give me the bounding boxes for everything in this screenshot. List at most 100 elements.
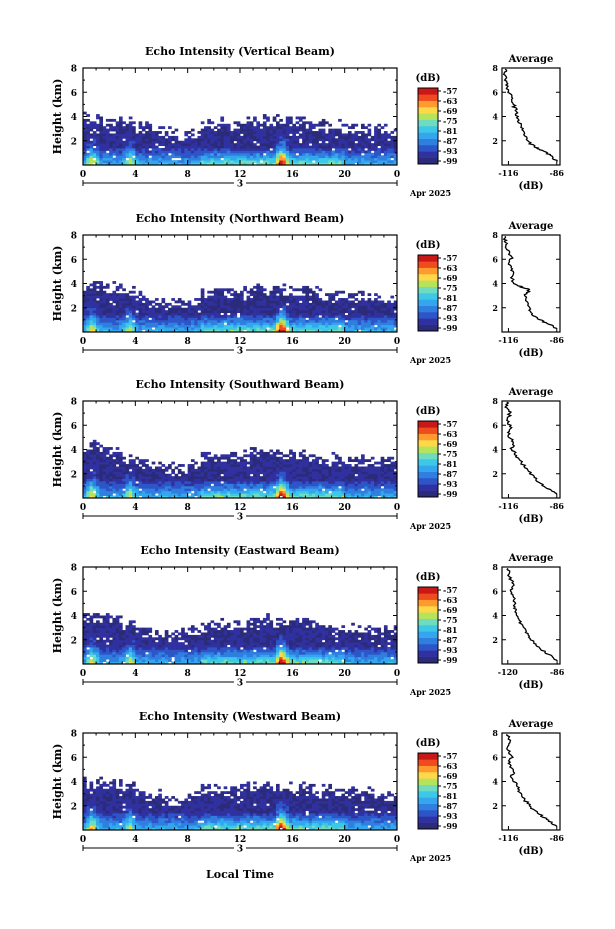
heatmap-cell xyxy=(164,324,169,328)
heatmap-cell xyxy=(361,471,365,475)
heatmap-cell xyxy=(148,495,153,499)
heatmap-cell xyxy=(338,310,342,313)
heatmap-cell xyxy=(168,495,172,499)
heatmap-cell xyxy=(311,312,316,316)
heatmap-cell xyxy=(187,131,192,134)
heatmap-cell xyxy=(367,322,372,326)
heatmap-cell xyxy=(246,295,251,299)
heatmap-cell xyxy=(328,317,332,321)
heatmap-cell xyxy=(393,150,398,154)
heatmap-cell xyxy=(181,488,185,492)
heatmap-cell xyxy=(302,454,306,458)
x-tick-label: 20 xyxy=(338,337,351,347)
heatmap-cell xyxy=(393,495,398,499)
heatmap-cell xyxy=(308,138,313,142)
heatmap-cell xyxy=(151,324,156,328)
heatmap-cell xyxy=(151,476,156,479)
heatmap-cell xyxy=(243,148,247,151)
heatmap-cell xyxy=(145,121,149,125)
heatmap-cell xyxy=(338,162,342,166)
heatmap-cell xyxy=(128,302,133,306)
heatmap-cell xyxy=(266,324,270,328)
heatmap-cell xyxy=(328,140,332,144)
heatmap-cell xyxy=(311,293,316,297)
heatmap-cell xyxy=(141,490,146,494)
heatmap-cell xyxy=(236,162,241,166)
heatmap-cell xyxy=(377,473,382,477)
heatmap-cell xyxy=(115,471,120,475)
heatmap-cell xyxy=(295,483,300,487)
heatmap-cell xyxy=(272,454,277,458)
heatmap-cell xyxy=(236,468,241,472)
heatmap-cell xyxy=(240,468,244,472)
colorbar-tick-label: -75 xyxy=(443,283,457,293)
heatmap-cell xyxy=(256,312,261,316)
heatmap-cell xyxy=(249,327,254,330)
heatmap-cell xyxy=(233,490,238,494)
heatmap-cell xyxy=(321,324,326,328)
heatmap-cell xyxy=(370,157,375,161)
y-axis-label: Height (km) xyxy=(51,246,64,322)
heatmap-cell xyxy=(174,322,179,326)
heatmap-cell xyxy=(311,157,316,161)
heatmap-cell xyxy=(99,461,104,465)
y-tick-label: 6 xyxy=(71,422,77,432)
heatmap-cell xyxy=(151,315,156,318)
heatmap-cell xyxy=(246,461,251,465)
heatmap-cell xyxy=(285,471,290,475)
heatmap-cell xyxy=(357,473,362,477)
heatmap-cell xyxy=(275,143,280,146)
heatmap-cell xyxy=(161,298,166,301)
heatmap-cell xyxy=(99,145,104,149)
heatmap-cell xyxy=(89,615,94,619)
heatmap-cell xyxy=(109,461,113,465)
heatmap-cell xyxy=(161,478,166,482)
heatmap-cell xyxy=(351,148,355,151)
heatmap-cell xyxy=(253,155,257,159)
heatmap-cell xyxy=(96,447,100,450)
heatmap-cell xyxy=(318,148,323,151)
heatmap-cell xyxy=(83,152,87,156)
heatmap-cell xyxy=(230,471,234,475)
heatmap-cell xyxy=(393,128,398,132)
heatmap-cell xyxy=(102,148,107,151)
heatmap-cell xyxy=(380,135,385,139)
heatmap-cell xyxy=(135,300,139,304)
heatmap-cell xyxy=(115,121,120,125)
heatmap-cell xyxy=(243,140,247,144)
heatmap-cell xyxy=(351,468,355,472)
heatmap-cell xyxy=(217,481,221,484)
heatmap-cell xyxy=(207,307,211,311)
heatmap-cell xyxy=(158,471,162,475)
heatmap-cell xyxy=(207,305,211,309)
heatmap-cell xyxy=(128,295,133,299)
heatmap-cell xyxy=(354,481,359,484)
heatmap-cell xyxy=(249,324,254,328)
heatmap-cell xyxy=(347,468,352,472)
heatmap-cell xyxy=(289,468,293,472)
heatmap-cell xyxy=(236,495,241,499)
heatmap-cell xyxy=(383,145,388,149)
heatmap-cell xyxy=(253,128,257,132)
heatmap-cell xyxy=(354,317,359,321)
heatmap-cell xyxy=(171,312,175,316)
heatmap-cell xyxy=(128,126,133,130)
heatmap-cell xyxy=(148,324,153,328)
heatmap-cell xyxy=(184,160,189,163)
heatmap-cell xyxy=(256,493,261,496)
heatmap-cell xyxy=(128,140,133,144)
heatmap-cell xyxy=(135,468,139,472)
heatmap-cell xyxy=(321,300,326,304)
heatmap-cell xyxy=(83,312,87,316)
heatmap-cell xyxy=(341,468,346,472)
heatmap-cell xyxy=(83,290,87,294)
heatmap-cell xyxy=(187,138,192,142)
heatmap-cell xyxy=(145,126,149,130)
y-tick-label: 8 xyxy=(71,398,77,408)
heatmap-cell xyxy=(207,493,211,496)
heatmap-cell xyxy=(325,145,329,149)
heatmap-cell xyxy=(86,622,90,626)
heatmap-cell xyxy=(272,481,277,484)
heatmap-cell xyxy=(282,493,287,496)
heatmap-cell xyxy=(89,476,94,479)
